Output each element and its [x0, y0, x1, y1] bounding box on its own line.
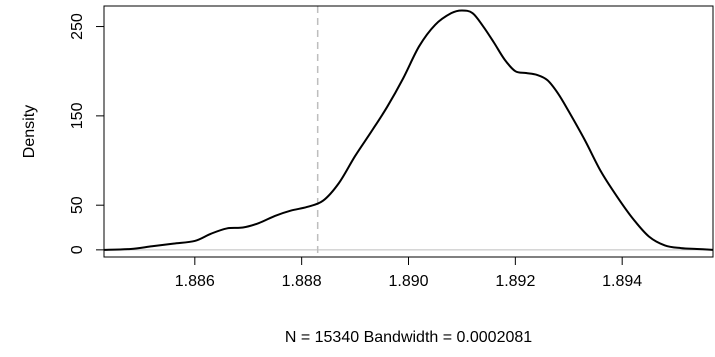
y-tick-label: 150 [69, 102, 86, 129]
x-tick-label: 1.892 [495, 273, 535, 290]
plot-frame [103, 5, 714, 258]
y-tick-label: 50 [69, 196, 86, 214]
x-tick-label: 1.886 [175, 273, 215, 290]
x-axis-label: N = 15340 Bandwidth = 0.0002081 [285, 329, 532, 346]
y-axis-ticks: 0 50 150 250 [69, 13, 104, 254]
y-axis-label: Density [21, 105, 38, 158]
y-tick-label: 0 [69, 245, 86, 254]
x-axis-ticks: 1.886 1.888 1.890 1.892 1.894 [175, 257, 642, 290]
x-tick-label: 1.894 [602, 273, 642, 290]
density-curve [103, 9, 714, 251]
y-tick-label: 250 [69, 13, 86, 40]
x-tick-label: 1.888 [282, 273, 322, 290]
x-tick-label: 1.890 [388, 273, 428, 290]
